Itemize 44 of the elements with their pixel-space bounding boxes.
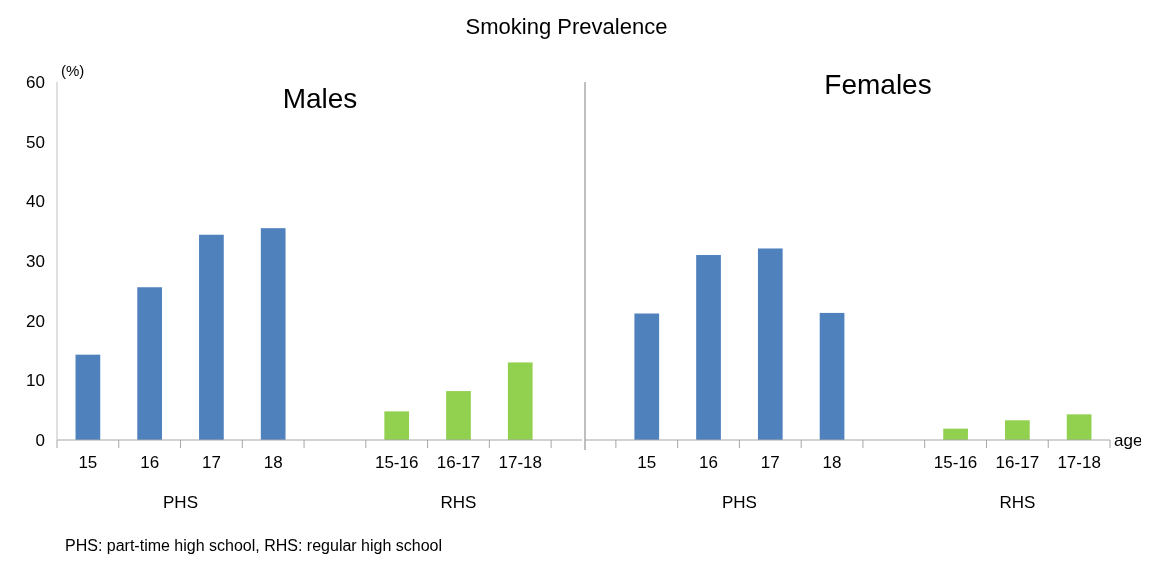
x-tick-label: 17 bbox=[201, 453, 221, 472]
bar bbox=[75, 354, 101, 440]
text: PHS bbox=[163, 493, 199, 512]
y-tick-label: 50 bbox=[26, 132, 45, 152]
bar bbox=[137, 287, 162, 440]
x-tick-label: 15-16 bbox=[374, 453, 419, 472]
y-tick-label: 20 bbox=[26, 311, 45, 331]
bar bbox=[696, 255, 721, 440]
bar bbox=[757, 248, 783, 440]
x-tick-label: 18 bbox=[263, 453, 283, 472]
x-tick-label: 18 bbox=[822, 453, 842, 472]
y-tick-label: 60 bbox=[26, 72, 45, 92]
chart-subtitle: Males bbox=[282, 83, 358, 114]
y-tick-label: 30 bbox=[26, 251, 45, 271]
x-tick-label: 17-18 bbox=[1057, 453, 1101, 472]
text: RHS bbox=[440, 493, 477, 512]
chart-title: Smoking Prevalence bbox=[465, 14, 668, 39]
bar bbox=[260, 228, 286, 440]
bar bbox=[1066, 414, 1092, 440]
text: RHS bbox=[999, 493, 1036, 512]
x-tick-label: 16-17 bbox=[995, 453, 1040, 472]
bar bbox=[1005, 420, 1030, 440]
bar bbox=[507, 362, 533, 440]
x-tick-label: 17 bbox=[760, 453, 780, 472]
bar bbox=[819, 312, 845, 440]
y-axis-title: (%) bbox=[61, 62, 85, 79]
bar bbox=[446, 391, 471, 440]
y-tick-label: 10 bbox=[26, 371, 45, 391]
x-tick-label: 16 bbox=[140, 453, 160, 472]
x-tick-label: 17-18 bbox=[498, 453, 542, 472]
bar bbox=[199, 234, 224, 440]
y-tick-label: 40 bbox=[26, 192, 45, 212]
bar bbox=[634, 313, 660, 440]
x-tick-label: 16 bbox=[699, 453, 718, 472]
x-tick-label: 15 bbox=[637, 453, 657, 472]
bar bbox=[384, 411, 410, 440]
x-tick-label: 16-17 bbox=[436, 453, 481, 472]
chart-subtitle: Females bbox=[824, 69, 932, 100]
x-tick-label: 15 bbox=[78, 453, 98, 472]
x-axis-title: age bbox=[1114, 430, 1143, 450]
text: PHS bbox=[721, 493, 757, 512]
text: PHS: part-time high school, RHS: regular high school bbox=[65, 537, 443, 554]
y-tick-label: 0 bbox=[35, 430, 45, 450]
x-tick-label: 15-16 bbox=[933, 453, 978, 472]
